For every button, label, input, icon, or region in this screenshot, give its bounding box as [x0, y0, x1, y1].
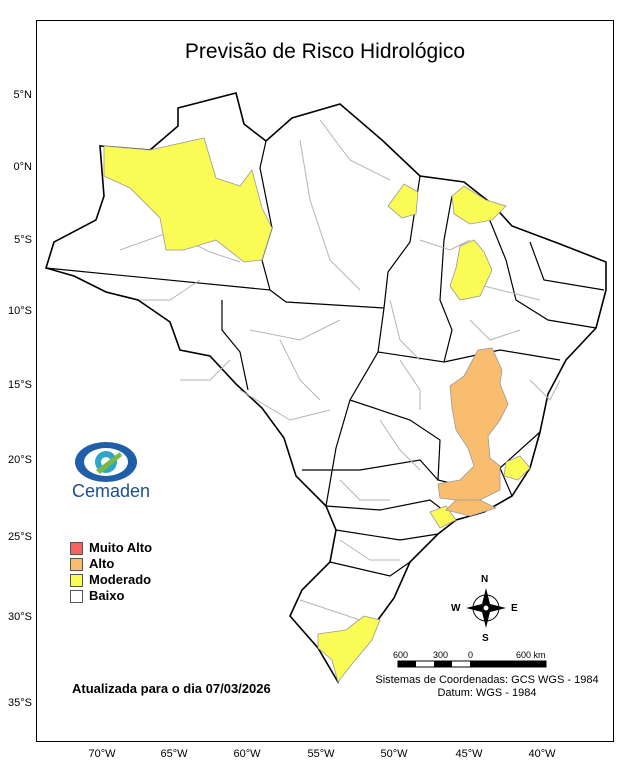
- crs-info: Sistemas de Coordenadas: GCS WGS - 1984 …: [372, 674, 602, 700]
- lon-label: 50°W: [380, 748, 408, 760]
- legend-label: Muito Alto: [89, 540, 153, 555]
- legend-label: Alto: [89, 556, 115, 571]
- legend-swatch: [70, 542, 83, 555]
- crs-line: Sistemas de Coordenadas: GCS WGS - 1984: [375, 674, 599, 686]
- crs-line: Datum: WGS - 1984: [437, 687, 537, 699]
- compass-n: N: [481, 574, 489, 585]
- map-frame: [36, 20, 614, 742]
- lat-label: 10°S: [8, 305, 32, 317]
- region-lines: [119, 119, 561, 621]
- legend-label: Moderado: [89, 572, 152, 587]
- legend-swatch: [70, 590, 83, 603]
- lon-label: 60°W: [233, 748, 261, 760]
- legend-swatch: [70, 558, 83, 571]
- state-borders: [45, 140, 605, 577]
- lon-label: 45°W: [455, 748, 483, 760]
- scale-label: 0: [468, 650, 474, 660]
- scale-label: 600 km: [516, 650, 546, 660]
- lon-label: 65°W: [160, 748, 188, 760]
- scale-label: 600: [393, 650, 409, 660]
- compass-s: S: [482, 633, 489, 644]
- lat-label: 15°S: [8, 379, 32, 391]
- compass-rose-icon: [466, 588, 506, 628]
- lat-label: 25°S: [8, 531, 32, 543]
- compass-e: E: [511, 603, 518, 614]
- compass-w: W: [451, 603, 461, 614]
- legend-label: Baixo: [89, 588, 125, 603]
- lon-label: 40°W: [528, 748, 556, 760]
- lat-label: 5°S: [14, 234, 32, 246]
- lon-label: 55°W: [307, 748, 335, 760]
- cemaden-eye-icon: [75, 442, 137, 482]
- risk-moderado-areas: [103, 137, 531, 683]
- cemaden-logo: Cemaden: [71, 481, 151, 501]
- lat-label: 30°S: [8, 611, 32, 623]
- update-date: Atualizada para o dia 07/03/2026: [72, 681, 271, 696]
- lat-label: 20°S: [8, 454, 32, 466]
- lat-label: 5°N: [13, 89, 32, 101]
- scale-label: 300: [433, 650, 449, 660]
- map-title: Previsão de Risco Hidrológico: [184, 40, 466, 63]
- scale-bar: [397, 660, 547, 668]
- lat-label: 0°N: [13, 161, 32, 173]
- lon-label: 70°W: [88, 748, 116, 760]
- lat-label: 35°S: [8, 697, 32, 709]
- risk-alto-areas: [437, 347, 509, 517]
- legend-swatch: [70, 574, 83, 587]
